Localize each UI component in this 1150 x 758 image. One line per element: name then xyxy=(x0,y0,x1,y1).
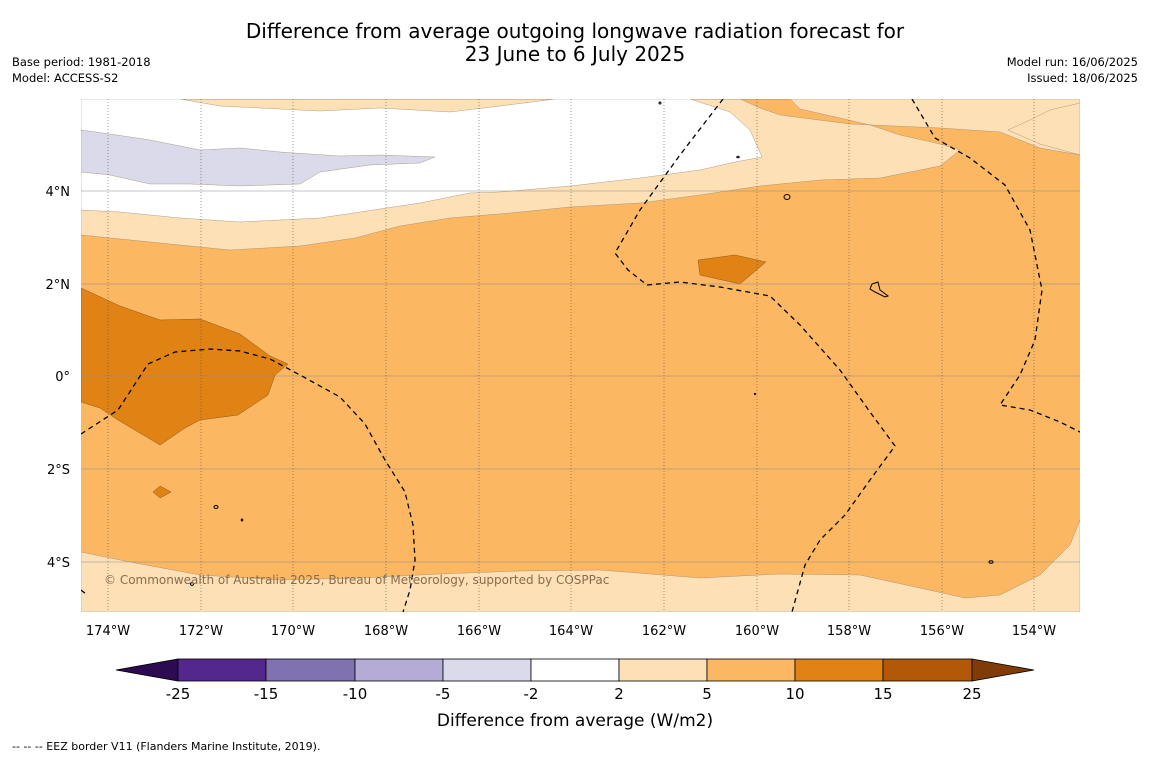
model-run: Model run: 16/06/2025 xyxy=(1006,55,1138,69)
lon-tick-174w: 174°W xyxy=(86,624,130,639)
colorbar-tick: -2 xyxy=(524,685,539,703)
colorbar-bin-2-5 xyxy=(618,658,708,682)
lon-tick-168w: 168°W xyxy=(364,624,408,639)
colorbar-bin-5-10 xyxy=(706,658,796,682)
anomaly-band-10-15-west xyxy=(81,287,289,446)
anomaly-band-2-5-south xyxy=(81,519,1080,612)
colorbar-tick: 2 xyxy=(614,685,624,703)
lon-tick-172w: 172°W xyxy=(179,624,223,639)
colorbar-bin-minus2-2 xyxy=(530,658,620,682)
colorbar-bin-minus10-minus5 xyxy=(354,658,444,682)
anomaly-band-10-15-central xyxy=(697,254,767,285)
issued-date: Issued: 18/06/2025 xyxy=(1027,71,1138,85)
colorbar-tick: 15 xyxy=(873,685,892,703)
lon-tick-156w: 156°W xyxy=(920,624,964,639)
base-period: Base period: 1981-2018 xyxy=(12,55,151,69)
map-title-line1: Difference from average outgoing longwav… xyxy=(245,19,905,43)
lon-tick-164w: 164°W xyxy=(549,624,593,639)
colorbar-tick: -25 xyxy=(166,685,191,703)
eez-footnote: -- -- -- EEZ border V11 (Flanders Marine… xyxy=(12,740,321,753)
colorbar-tick: 5 xyxy=(702,685,712,703)
anomaly-band-minus5-minus2 xyxy=(81,129,436,187)
lon-tick-154w: 154°W xyxy=(1012,624,1056,639)
lat-tick-2s: 2°S xyxy=(47,463,70,478)
meta-left: Base period: 1981-2018 Model: ACCESS-S2 xyxy=(12,54,151,86)
lon-tick-170w: 170°W xyxy=(271,624,315,639)
colorbar-tick: -5 xyxy=(436,685,451,703)
colorbar-tick: -10 xyxy=(343,685,368,703)
anomaly-band-10-15-small xyxy=(152,485,172,499)
colorbar-tick: -15 xyxy=(254,685,279,703)
colorbar-bin-10-15 xyxy=(794,658,884,682)
lon-tick-162w: 162°W xyxy=(642,624,686,639)
lat-tick-labels: 4°N 2°N 0° 2°S 4°S xyxy=(46,185,71,571)
graticule-lat xyxy=(81,190,1080,563)
colorbar-tick: 10 xyxy=(785,685,804,703)
lat-tick-0: 0° xyxy=(55,370,70,385)
lon-tick-labels: 174°W 172°W 170°W 168°W 166°W 164°W 162°… xyxy=(86,624,1056,639)
eez-borders xyxy=(81,99,1080,612)
lat-tick-4n: 4°N xyxy=(46,185,71,200)
colorbar-extend-low xyxy=(115,658,179,682)
colorbar-label: Difference from average (W/m2) xyxy=(437,711,713,731)
lon-tick-158w: 158°W xyxy=(827,624,871,639)
model-name: Model: ACCESS-S2 xyxy=(12,71,119,85)
lat-tick-4s: 4°S xyxy=(47,556,70,571)
colorbar-bin-minus25-minus15 xyxy=(177,658,267,682)
copyright-notice: © Commonwealth of Australia 2025, Bureau… xyxy=(104,573,609,587)
anomaly-band-2-5-east xyxy=(1007,102,1080,156)
colorbar xyxy=(115,658,1035,682)
islands xyxy=(189,101,994,586)
colorbar-bin-minus15-minus10 xyxy=(265,658,356,682)
lat-tick-2n: 2°N xyxy=(46,278,71,293)
map-title-line2: 23 June to 6 July 2025 xyxy=(464,42,686,66)
colorbar-tick: 25 xyxy=(962,685,981,703)
map-plot: © Commonwealth of Australia 2025, Bureau… xyxy=(81,99,1080,612)
colorbar-extend-high xyxy=(971,658,1035,682)
colorbar-bin-15-25 xyxy=(882,658,973,682)
colorbar-bin-minus5-minus2 xyxy=(442,658,532,682)
lon-tick-166w: 166°W xyxy=(457,624,501,639)
colorbar-ticks: -25 -15 -10 -5 -2 2 5 10 15 25 xyxy=(166,685,982,703)
lon-tick-160w: 160°W xyxy=(735,624,779,639)
meta-right: Model run: 16/06/2025 Issued: 18/06/2025 xyxy=(1007,54,1138,86)
